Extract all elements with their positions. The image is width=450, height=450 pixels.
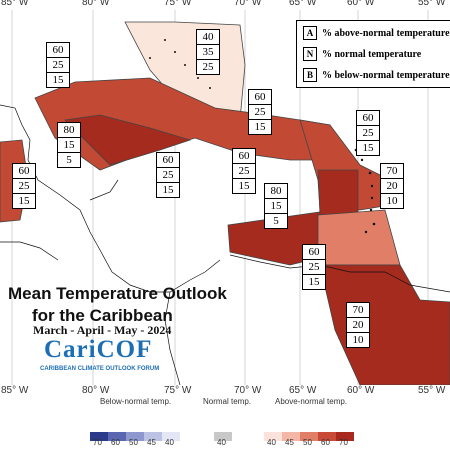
lon-label-bottom: 85° W: [1, 385, 29, 396]
legend-row-below: B % below-normal temperature: [303, 68, 450, 82]
colorbar-swatch-below: [162, 432, 180, 441]
prob-box-cuba-north: 60 25 15: [46, 42, 70, 88]
coastlines: [0, 104, 450, 385]
prob-box-trinidad: 60 25 15: [302, 244, 326, 290]
colorbar-tick-below: 50: [129, 438, 138, 447]
legend-text: % above-normal temperature: [322, 27, 450, 39]
map-svg: [0, 10, 450, 385]
prob-box-bahamas: 40 35 25: [196, 29, 220, 75]
legend-text: % normal temperature: [322, 48, 422, 60]
colorbar-swatch-above: [300, 432, 318, 441]
lon-label-top: 60° W: [347, 0, 375, 8]
colorbar-tick-normal: 40: [217, 438, 226, 447]
lon-label-bottom: 80° W: [82, 385, 110, 396]
colorbar-tick-above: 50: [303, 438, 312, 447]
map-title-line2: for the Caribbean: [32, 306, 173, 325]
caricof-logo: CariCOF: [44, 336, 153, 363]
lon-label-bottom: 65° W: [289, 385, 317, 396]
legend-box: A % above-normal temperature N % normal …: [296, 20, 450, 88]
colorbar-tick-below: 70: [93, 438, 102, 447]
lon-label-top: 65° W: [289, 0, 317, 8]
colorbar-swatch-above: [318, 432, 336, 441]
prob-box-cuba: 80 15 5: [57, 122, 81, 168]
colorbar-swatch-above: [282, 432, 300, 441]
colorbar-tick-below: 40: [165, 438, 174, 447]
colorbar-below-label: Below-normal temp.: [100, 397, 172, 406]
region-guianas: [319, 264, 450, 385]
forecast-period: March - April - May - 2024: [33, 323, 172, 337]
lon-label-top: 80° W: [82, 0, 110, 8]
region-leeward: [317, 169, 359, 216]
lon-label-top: 85° W: [1, 0, 29, 8]
colorbar-normal-label: Normal temp.: [203, 397, 252, 406]
lon-label-top: 70° W: [234, 0, 262, 8]
colorbar-tick-above: 45: [285, 438, 294, 447]
colorbar-swatch-above: [264, 432, 282, 441]
prob-box-jamaica: 60 25 15: [156, 152, 180, 198]
colorbar-swatch-below: [126, 432, 144, 441]
colorbar-swatch-normal: [214, 432, 232, 441]
region-cuba: [64, 114, 192, 166]
legend-key: B: [303, 68, 317, 82]
legend-text: % below-normal temperature: [322, 69, 450, 81]
colorbar-swatch-below: [108, 432, 126, 441]
legend-row-normal: N % normal temperature: [303, 47, 421, 61]
lon-label-bottom: 60° W: [347, 385, 375, 396]
colorbar-swatch-above: [336, 432, 354, 441]
prob-box-guianas: 70 20 10: [346, 302, 370, 348]
colorbar-tick-below: 45: [147, 438, 156, 447]
lon-label-top: 75° W: [164, 0, 192, 8]
caricof-logo-subtitle: CARIBBEAN CLIMATE OUTLOOK FORUM: [40, 366, 160, 372]
lon-label-bottom: 75° W: [164, 385, 192, 396]
legend-key: N: [303, 47, 317, 61]
lon-label-bottom: 55° W: [418, 385, 446, 396]
region-windward: [317, 209, 401, 266]
prob-box-leeward: 70 20 10: [380, 163, 404, 209]
legend-key: A: [303, 26, 317, 40]
colorbar-above-label: Above-normal temp.: [275, 397, 348, 406]
prob-box-virgin-islands: 60 25 15: [356, 110, 380, 156]
lon-label-bottom: 70° W: [234, 385, 262, 396]
prob-box-haiti-north: 60 25 15: [248, 89, 272, 135]
colorbar-swatch-below: [144, 432, 162, 441]
colorbar-tick-above: 40: [267, 438, 276, 447]
colorbar-tick-above: 60: [321, 438, 330, 447]
prob-box-belize: 60 25 15: [12, 163, 36, 209]
prob-box-hispaniola: 60 25 15: [232, 148, 256, 194]
lon-label-top: 55° W: [418, 0, 446, 8]
map-title-line1: Mean Temperature Outlook: [8, 284, 227, 303]
colorbar-swatch-below: [90, 432, 108, 441]
colorbar-tick-above: 70: [339, 438, 348, 447]
prob-box-abc-islands: 80 15 5: [264, 183, 288, 229]
legend-row-above: A % above-normal temperature: [303, 26, 450, 40]
colorbar-tick-below: 60: [111, 438, 120, 447]
